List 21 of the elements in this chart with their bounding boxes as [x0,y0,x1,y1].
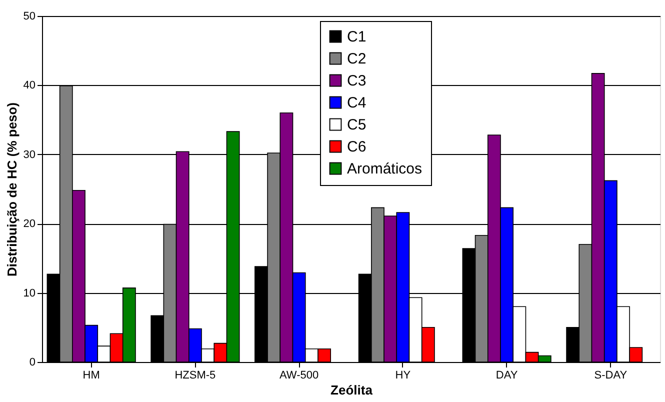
x-axis-title: Zeólita [330,382,374,398]
legend-label: C4 [347,94,366,112]
y-tick-label: 10 [23,287,36,300]
legend-label: Aromáticos [347,160,422,178]
y-tick-label: 20 [23,218,36,230]
legend-label: C2 [347,50,366,68]
x-tick-label: HZSM-5 [174,370,216,382]
y-tick-label: 50 [23,10,36,22]
legend-label: C3 [347,72,366,90]
y-tick-label: 0 [29,356,36,368]
x-tick-label: HY [395,370,412,382]
legend-label: C1 [347,28,366,46]
x-tick-label: DAY [496,370,518,382]
x-tick-label: HM [82,370,100,382]
y-tick-label: 30 [23,148,36,161]
x-tick-label: AW-500 [279,370,319,382]
legend-label: C5 [347,116,366,134]
y-axis-title: Distribuição de HC (% peso) [4,102,20,277]
x-tick-label: S-DAY [594,370,628,382]
legend-label: C6 [347,138,366,156]
y-tick-label: 40 [23,80,36,92]
